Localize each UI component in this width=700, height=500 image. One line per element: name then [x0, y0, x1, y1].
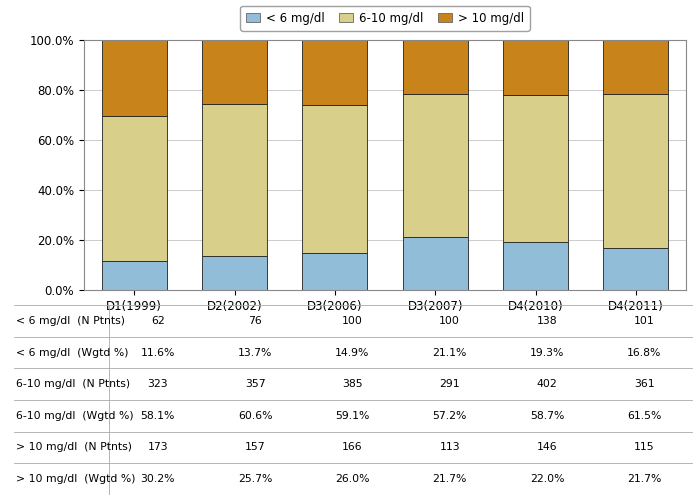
Text: 100: 100 — [342, 316, 363, 326]
Text: 402: 402 — [537, 379, 557, 389]
Bar — [603, 248, 668, 290]
Bar — [302, 253, 368, 290]
Text: 173: 173 — [148, 442, 168, 452]
Text: 13.7%: 13.7% — [238, 348, 272, 358]
Text: 6-10 mg/dl  (N Ptnts): 6-10 mg/dl (N Ptnts) — [16, 379, 130, 389]
Text: 21.7%: 21.7% — [627, 474, 662, 484]
Bar — [102, 40, 167, 116]
Legend: < 6 mg/dl, 6-10 mg/dl, > 10 mg/dl: < 6 mg/dl, 6-10 mg/dl, > 10 mg/dl — [240, 6, 530, 30]
Bar — [302, 40, 368, 105]
Text: 25.7%: 25.7% — [238, 474, 272, 484]
Text: 323: 323 — [148, 379, 168, 389]
Bar — [102, 261, 167, 290]
Text: 16.8%: 16.8% — [627, 348, 662, 358]
Text: 62: 62 — [150, 316, 164, 326]
Text: 21.1%: 21.1% — [433, 348, 467, 358]
Text: 19.3%: 19.3% — [530, 348, 564, 358]
Text: > 10 mg/dl  (Wgtd %): > 10 mg/dl (Wgtd %) — [16, 474, 135, 484]
Bar — [503, 95, 568, 242]
Bar — [402, 238, 468, 290]
Text: 57.2%: 57.2% — [433, 411, 467, 421]
Bar — [503, 242, 568, 290]
Text: 30.2%: 30.2% — [141, 474, 175, 484]
Bar — [503, 40, 568, 95]
Text: 6-10 mg/dl  (Wgtd %): 6-10 mg/dl (Wgtd %) — [16, 411, 134, 421]
Bar — [603, 40, 668, 94]
Text: 115: 115 — [634, 442, 655, 452]
Text: 100: 100 — [440, 316, 460, 326]
Text: 76: 76 — [248, 316, 262, 326]
Bar — [202, 104, 267, 256]
Text: 385: 385 — [342, 379, 363, 389]
Text: 166: 166 — [342, 442, 363, 452]
Bar — [302, 105, 368, 253]
Bar — [402, 40, 468, 94]
Bar — [102, 116, 167, 261]
Bar — [402, 94, 468, 238]
Text: 26.0%: 26.0% — [335, 474, 370, 484]
Bar — [202, 256, 267, 290]
Text: 361: 361 — [634, 379, 655, 389]
Text: 21.7%: 21.7% — [433, 474, 467, 484]
Text: < 6 mg/dl  (Wgtd %): < 6 mg/dl (Wgtd %) — [16, 348, 128, 358]
Text: 60.6%: 60.6% — [238, 411, 272, 421]
Text: 291: 291 — [440, 379, 460, 389]
Text: 357: 357 — [245, 379, 265, 389]
Text: 22.0%: 22.0% — [530, 474, 564, 484]
Text: > 10 mg/dl  (N Ptnts): > 10 mg/dl (N Ptnts) — [16, 442, 132, 452]
Bar — [603, 94, 668, 248]
Text: 113: 113 — [440, 442, 460, 452]
Text: 11.6%: 11.6% — [141, 348, 175, 358]
Text: 58.1%: 58.1% — [141, 411, 175, 421]
Text: 157: 157 — [245, 442, 265, 452]
Text: 58.7%: 58.7% — [530, 411, 564, 421]
Text: 61.5%: 61.5% — [627, 411, 662, 421]
Text: 14.9%: 14.9% — [335, 348, 370, 358]
Text: 101: 101 — [634, 316, 655, 326]
Text: 59.1%: 59.1% — [335, 411, 370, 421]
Bar — [202, 40, 267, 104]
Text: 146: 146 — [537, 442, 557, 452]
Text: 138: 138 — [537, 316, 557, 326]
Text: < 6 mg/dl  (N Ptnts): < 6 mg/dl (N Ptnts) — [16, 316, 125, 326]
